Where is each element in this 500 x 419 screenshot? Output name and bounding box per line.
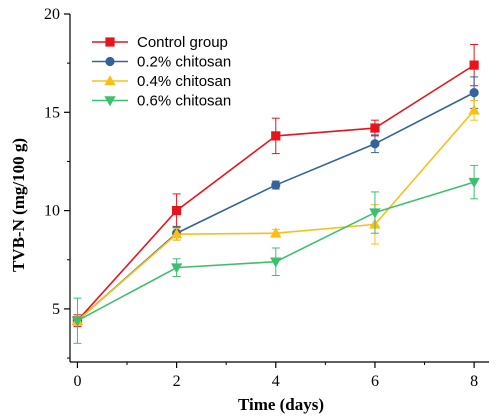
plot-area: 0 2 4 6 8 5 10 15 20 Control group 0.2% chitosan… xyxy=(44,6,489,390)
legend-label: 0.2% chitosan xyxy=(137,54,231,71)
y-axis-title: TVB-N (mg/100 g) xyxy=(9,138,28,272)
y-tick-label: 15 xyxy=(44,104,60,121)
x-tick-label: 0 xyxy=(73,373,81,390)
legend-item: 0.4% chitosan xyxy=(92,73,231,90)
legend-marker xyxy=(105,37,115,47)
y-tick-label: 5 xyxy=(52,301,60,318)
legend-marker xyxy=(104,96,116,107)
series-layer xyxy=(71,43,480,344)
data-point xyxy=(170,228,183,239)
x-axis-ticks: 0 2 4 6 8 xyxy=(73,362,478,390)
series-2 xyxy=(72,76,479,326)
x-tick-label: 4 xyxy=(272,373,280,390)
legend-marker xyxy=(104,75,116,86)
legend-label: 0.4% chitosan xyxy=(137,73,231,90)
data-point xyxy=(468,104,480,115)
legend-item: 0.2% chitosan xyxy=(92,54,231,71)
data-point xyxy=(271,180,281,190)
series-4 xyxy=(71,164,480,344)
y-tick-label: 20 xyxy=(44,6,60,23)
legend: Control group 0.2% chitosan 0.4% chitosan 0… xyxy=(92,34,231,110)
data-point xyxy=(270,257,282,268)
data-point xyxy=(71,316,84,327)
data-point xyxy=(468,177,480,188)
x-tick-label: 8 xyxy=(470,373,478,390)
data-point xyxy=(170,263,183,274)
legend-item: Control group xyxy=(92,34,228,51)
data-point xyxy=(469,88,479,98)
x-tick-label: 6 xyxy=(371,373,379,390)
data-point xyxy=(271,131,281,141)
data-point xyxy=(270,227,282,238)
data-point xyxy=(469,60,479,70)
data-point xyxy=(369,208,381,219)
legend-marker xyxy=(105,56,115,67)
data-point xyxy=(370,123,380,133)
data-point xyxy=(172,206,182,216)
x-tick-label: 2 xyxy=(173,373,181,390)
legend-label: 0.6% chitosan xyxy=(137,93,231,110)
y-axis-ticks: 5 10 15 20 xyxy=(44,6,70,359)
legend-label: Control group xyxy=(137,34,228,51)
legend-item: 0.6% chitosan xyxy=(92,93,231,110)
data-point xyxy=(370,139,380,149)
x-axis-title: Time (days) xyxy=(238,395,324,414)
y-tick-label: 10 xyxy=(44,203,60,220)
